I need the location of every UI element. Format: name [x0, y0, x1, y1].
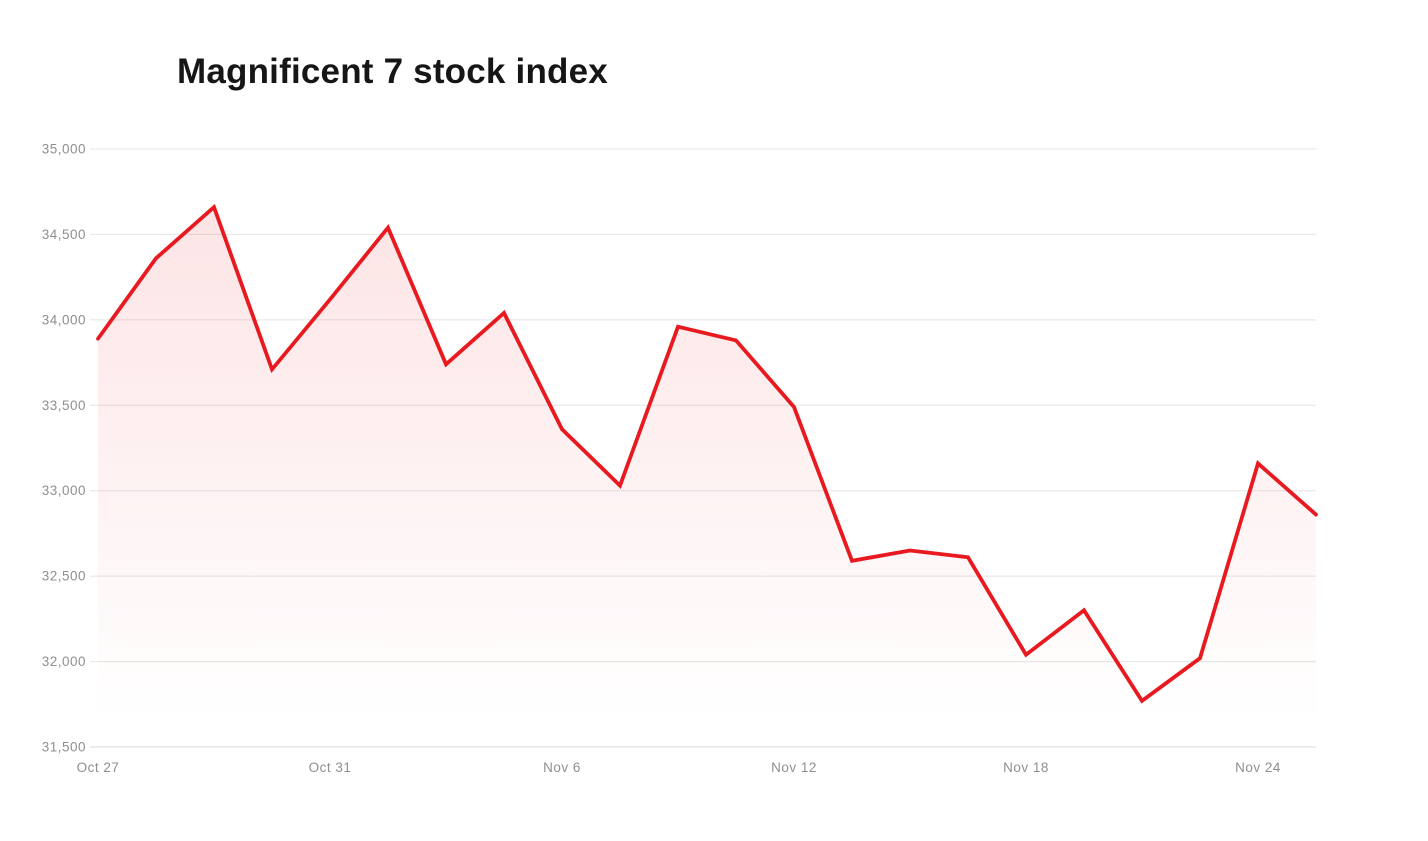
area-fill [98, 207, 1316, 748]
y-axis-tick-label: 33,500 [42, 398, 86, 413]
y-axis-tick-label: 32,000 [42, 654, 86, 669]
y-axis-tick-label: 34,500 [42, 227, 86, 242]
x-axis-tick-label: Nov 18 [1003, 760, 1049, 775]
y-axis-tick-label: 34,000 [42, 312, 86, 327]
x-axis-tick-label: Oct 31 [309, 760, 352, 775]
y-axis-tick-label: 31,500 [42, 740, 86, 755]
y-axis-tick-label: 33,000 [42, 483, 86, 498]
chart-title: Magnificent 7 stock index [177, 52, 608, 91]
y-axis-tick-label: 32,500 [42, 569, 86, 584]
y-axis-tick-label: 35,000 [42, 142, 86, 157]
x-axis-tick-label: Oct 27 [77, 760, 120, 775]
price-line [96, 203, 1318, 704]
x-axis-tick-label: Nov 24 [1235, 760, 1281, 775]
x-axis-tick-label: Nov 6 [543, 760, 581, 775]
x-axis-tick-label: Nov 12 [771, 760, 817, 775]
